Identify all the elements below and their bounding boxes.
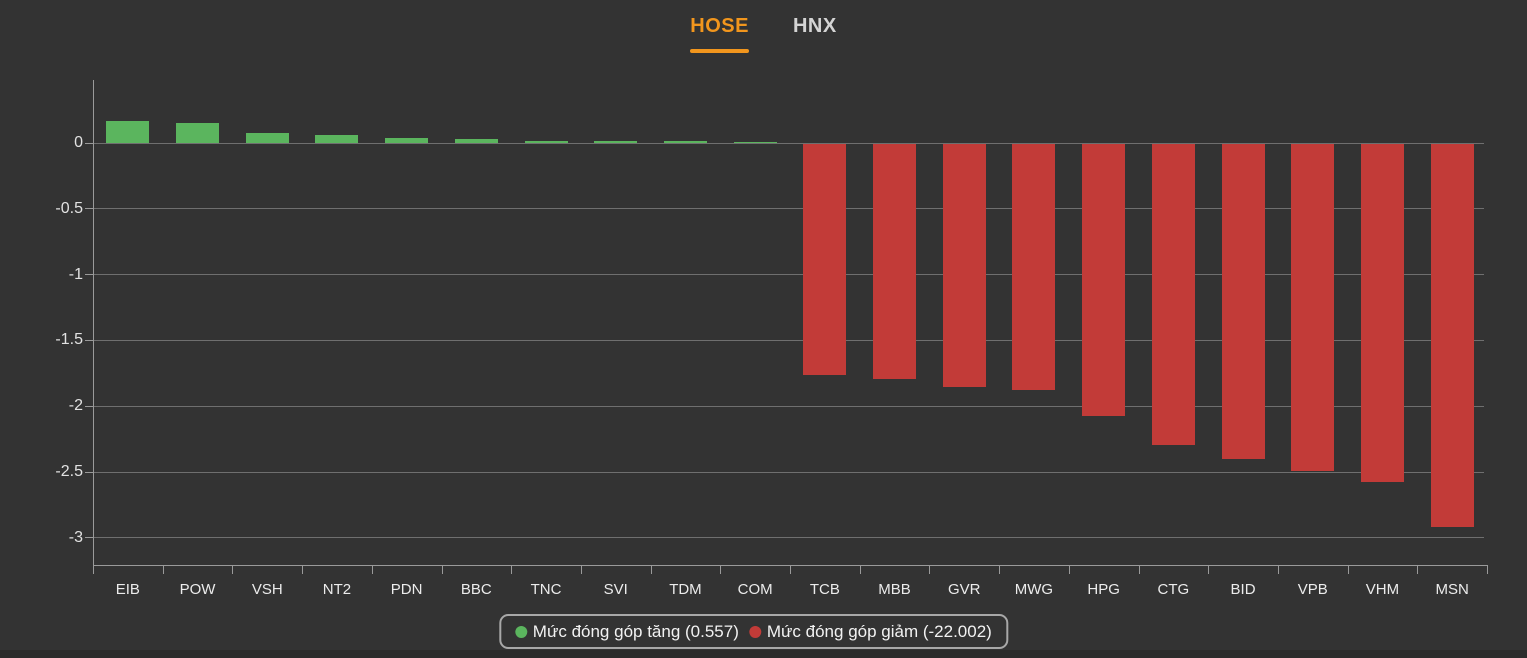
x-axis-label: GVR [947,581,981,598]
x-axis-label: SVI [603,581,628,598]
y-axis-tick [85,339,93,341]
bar[interactable] [1151,143,1195,445]
x-axis-label: BBC [460,581,492,598]
grid-line [94,405,1484,407]
tab-hose[interactable]: HOSE [675,12,764,53]
x-axis-label: POW [179,581,216,598]
bar[interactable] [454,139,498,143]
x-axis-label: NT2 [322,581,352,598]
x-axis-tick [1487,565,1488,574]
tab-hose-label: HOSE [690,15,749,37]
x-axis-label: VPB [1297,581,1328,598]
x-axis-tick [580,565,582,574]
bar[interactable] [594,141,638,143]
x-axis-label: PDN [390,581,423,598]
y-axis-label: -2 [68,397,83,415]
bar[interactable] [873,143,917,380]
x-axis-tick [1068,565,1070,574]
bar[interactable] [1082,143,1126,416]
y-axis-label: -1 [68,265,83,283]
x-axis-label: COM [737,581,773,598]
x-axis-tick [1208,565,1210,574]
y-axis-label: -3 [68,528,83,546]
grid-line [94,274,1484,276]
bar[interactable] [942,143,986,387]
x-axis-tick [650,565,652,574]
x-axis-label: MBB [878,581,911,598]
x-axis-tick [441,565,443,574]
y-axis-tick [85,405,93,407]
x-axis-label: TDM [669,581,702,598]
x-axis-tick [232,565,234,574]
x-axis-tick [929,565,931,574]
tab-active-underline [690,49,749,53]
x-axis-label: VHM [1365,581,1400,598]
legend-negative-label: Mức đóng góp giảm (-22.002) [766,621,992,641]
grid-line [94,537,1484,539]
x-axis-label: MWG [1014,581,1054,598]
x-axis-tick [859,565,861,574]
bar[interactable] [245,133,289,143]
bar[interactable] [524,140,568,143]
x-axis-label: MSN [1435,581,1469,598]
x-axis-tick [1347,565,1349,574]
bar[interactable] [176,122,220,143]
bar[interactable] [1291,143,1335,472]
x-axis-tick [93,565,94,574]
x-axis-label: BID [1230,581,1256,598]
bar[interactable] [1221,143,1265,460]
y-axis-tick [85,471,93,473]
y-axis-label: -2.5 [55,463,83,481]
x-axis-label: VSH [251,581,283,598]
x-axis-tick [999,565,1001,574]
legend-item-negative[interactable]: Mức đóng góp giảm (-22.002) [748,621,992,642]
tab-hnx[interactable]: HNX [778,12,852,53]
x-axis-tick [162,565,164,574]
x-axis-tick [790,565,791,574]
y-axis-tick [85,274,93,276]
bar[interactable] [315,134,359,143]
bar[interactable] [1360,143,1404,482]
grid-line [94,471,1484,473]
y-axis-tick [85,537,93,539]
x-axis-label: CTG [1157,581,1190,598]
x-axis-tick [302,565,304,574]
x-axis-label: TNC [530,581,562,598]
x-axis-tick [1138,565,1140,574]
y-axis-label: 0 [74,134,83,152]
y-axis-label: -0.5 [55,199,83,217]
legend-item-positive[interactable]: Mức đóng góp tăng (0.557) [514,621,739,642]
x-axis-tick [511,565,513,574]
bar[interactable] [1430,143,1474,527]
x-axis-tick [1417,565,1419,574]
y-axis-line [93,80,94,565]
x-axis-label: EIB [115,581,140,598]
x-axis-tick [720,565,722,574]
chart-legend: Mức đóng góp tăng (0.557) Mức đóng góp g… [498,614,1008,649]
bar[interactable] [733,141,777,143]
tab-hnx-label: HNX [792,15,837,37]
x-axis-tick [1277,565,1279,574]
positive-dot-icon [514,625,527,638]
grid-line [94,208,1484,210]
x-axis-tick [371,565,373,574]
bar[interactable] [663,141,707,143]
bar[interactable] [803,143,847,376]
bar[interactable] [385,137,429,143]
bar[interactable] [106,121,150,143]
bar[interactable] [1012,143,1056,390]
grid-line [94,142,1484,144]
y-axis-label: -1.5 [55,331,83,349]
exchange-tabs: HOSE HNX [0,12,1527,53]
grid-line [94,339,1484,341]
x-axis-label: TCB [809,581,840,598]
y-axis-tick [85,142,93,144]
x-axis-label: HPG [1087,581,1120,598]
negative-dot-icon [748,625,761,638]
widget-bottom-edge [0,650,1527,658]
y-axis-tick [85,208,93,210]
legend-positive-label: Mức đóng góp tăng (0.557) [532,621,739,641]
